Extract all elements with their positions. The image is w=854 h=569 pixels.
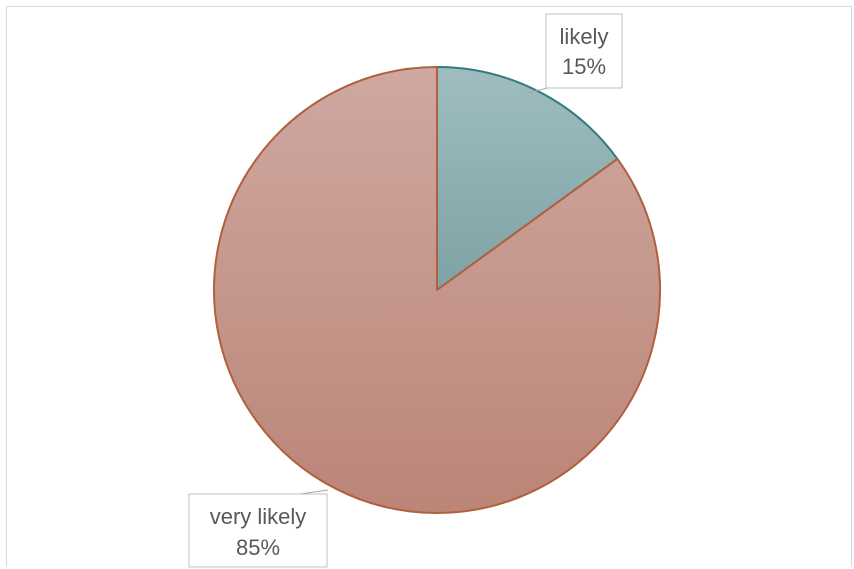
slice-label-very-likely: very likely — [210, 504, 307, 529]
pie-slice-very-likely — [213, 66, 661, 514]
leader-line-very-likely — [258, 489, 329, 495]
pie-slices — [213, 66, 661, 514]
callout-box-very-likely — [188, 493, 328, 568]
callout-likely: likely 15% — [526, 13, 623, 94]
chart-frame — [6, 6, 852, 567]
callout-box-likely — [545, 13, 623, 89]
slice-value-likely: 15% — [562, 54, 606, 79]
slice-value-very-likely: 85% — [236, 535, 280, 560]
pie-slice-likely — [436, 66, 619, 291]
slice-label-likely: likely — [560, 24, 609, 49]
callout-very-likely: very likely 85% — [188, 489, 329, 568]
